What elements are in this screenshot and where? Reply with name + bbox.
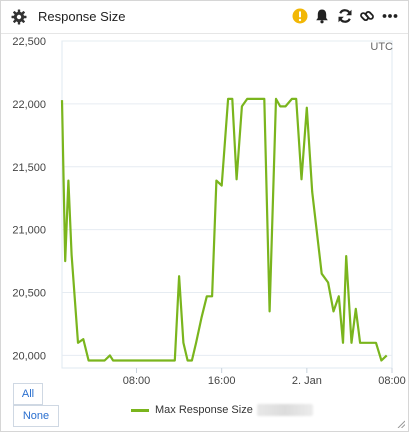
plot-area — [61, 40, 393, 369]
x-tick-label: 2. Jan — [292, 375, 322, 387]
x-tick-label: 08:00 — [378, 375, 406, 387]
y-tick-label: 20,000 — [12, 350, 46, 362]
x-tick-label: 16:00 — [208, 375, 236, 387]
response-size-chart: 20,000 20,500 21,000 21,500 22,000 22,500 08:0… — [12, 36, 406, 387]
link-icon[interactable] — [359, 8, 375, 24]
chart-area: 20,000 20,500 21,000 21,500 22,000 22,500 08:0… — [1, 34, 408, 431]
legend-label: Max Response Size — [155, 404, 253, 416]
widget-title: Response Size — [38, 9, 126, 24]
filter-all-button[interactable]: All — [13, 383, 43, 405]
y-tick-label: 22,500 — [12, 36, 46, 48]
legend-swatch — [131, 408, 149, 412]
y-tick-label: 21,000 — [12, 225, 46, 237]
more-icon[interactable] — [382, 8, 398, 24]
timezone-label: UTC — [370, 41, 393, 53]
bell-icon[interactable] — [314, 8, 330, 24]
gear-icon[interactable] — [11, 9, 27, 25]
x-tick-label: 08:00 — [123, 375, 151, 387]
widget-header: Response Size — [1, 1, 408, 34]
y-tick-label: 22,000 — [12, 99, 46, 111]
refresh-icon[interactable] — [337, 8, 353, 24]
legend-item[interactable]: Max Response Size — [131, 402, 313, 418]
y-tick-label: 20,500 — [12, 288, 46, 300]
warning-icon[interactable] — [292, 8, 308, 24]
y-tick-label: 21,500 — [12, 162, 46, 174]
filter-none-button[interactable]: None — [13, 405, 59, 427]
legend-redacted-suffix — [256, 404, 313, 416]
resize-handle-icon[interactable] — [397, 420, 405, 428]
series-line — [60, 97, 388, 362]
